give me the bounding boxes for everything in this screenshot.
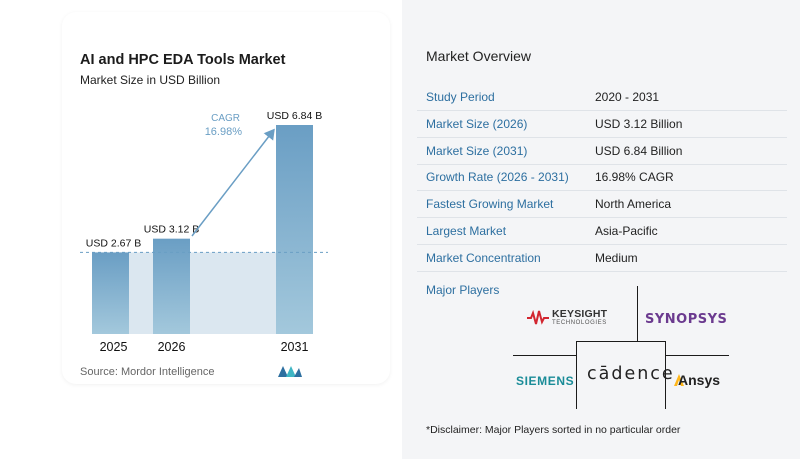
tick-label-2031: 2031 (281, 340, 309, 354)
overview-title: Market Overview (426, 48, 532, 64)
keysight-wave-icon (527, 310, 549, 325)
chart-subtitle: Market Size in USD Billion (80, 73, 221, 87)
players-title: Major Players (426, 283, 500, 297)
overview-label: Market Size (2031) (426, 143, 528, 158)
keysight-sub: TECHNOLOGIES (552, 320, 607, 326)
ansys-logo: Ansys (674, 372, 721, 388)
disclaimer: *Disclaimer: Major Players sorted in no … (426, 424, 681, 436)
chart-title: AI and HPC EDA Tools Market (80, 52, 286, 68)
overview-row: Largest Market Asia-Pacific (417, 218, 787, 245)
overview-label: Fastest Growing Market (426, 197, 554, 212)
overview-label: Largest Market (426, 224, 507, 238)
ansys-chevron-icon (674, 374, 684, 386)
overview-row: Market Concentration Medium (417, 245, 787, 272)
bar-2025 (92, 252, 129, 334)
overview-row: Market Size (2031) USD 6.84 Billion (417, 138, 787, 165)
data-label-2026: USD 3.12 B (144, 224, 199, 236)
grid-divider (665, 341, 666, 409)
overview-value: USD 3.12 Billion (595, 116, 683, 131)
overview-row: Market Size (2026) USD 3.12 Billion (417, 111, 787, 138)
overview-row: Study Period 2020 - 2031 (417, 84, 787, 111)
overview-row: Fastest Growing Market North America (417, 191, 787, 219)
cagr-value: 16.98% (205, 126, 243, 138)
grid-divider (665, 355, 729, 356)
overview-label: Market Concentration (426, 250, 541, 265)
overview-label: Market Size (2026) (426, 116, 528, 131)
cagr-label: CAGR (211, 113, 240, 124)
overview-label: Study Period (426, 90, 495, 104)
data-label-2025: USD 2.67 B (86, 237, 141, 249)
bar-2026 (153, 238, 190, 334)
ansys-name: Ansys (678, 372, 721, 388)
cagr-arrow (191, 128, 275, 237)
overview-value: North America (595, 197, 672, 212)
grid-divider (576, 341, 577, 409)
overview-label: Growth Rate (2026 - 2031) (426, 170, 569, 185)
grid-divider (637, 286, 638, 342)
bar-2031 (276, 125, 313, 334)
tick-label-2026: 2026 (158, 340, 186, 354)
grid-divider (576, 341, 666, 342)
siemens-logo: SIEMENS (516, 374, 575, 388)
keysight-logo: KEYSIGHT TECHNOLOGIES (527, 308, 637, 332)
keysight-name: KEYSIGHT (552, 308, 608, 320)
cadence-logo: cādence (587, 364, 675, 384)
overview-value: 16.98% CAGR (595, 170, 674, 185)
baseline-band (129, 252, 276, 334)
tick-label-2025: 2025 (100, 340, 128, 354)
source-note: Source: Mordor Intelligence (80, 366, 215, 378)
overview-value: USD 6.84 Billion (595, 143, 683, 158)
grid-divider (513, 355, 577, 356)
data-label-2031: USD 6.84 B (267, 110, 322, 122)
overview-value: Asia-Pacific (595, 224, 658, 238)
mordor-logo-icon (278, 366, 302, 377)
overview-value: 2020 - 2031 (595, 90, 660, 104)
synopsys-logo: SYNOPSYS (645, 312, 728, 327)
overview-value: Medium (595, 250, 638, 265)
overview-row: Growth Rate (2026 - 2031) 16.98% CAGR (417, 164, 787, 192)
